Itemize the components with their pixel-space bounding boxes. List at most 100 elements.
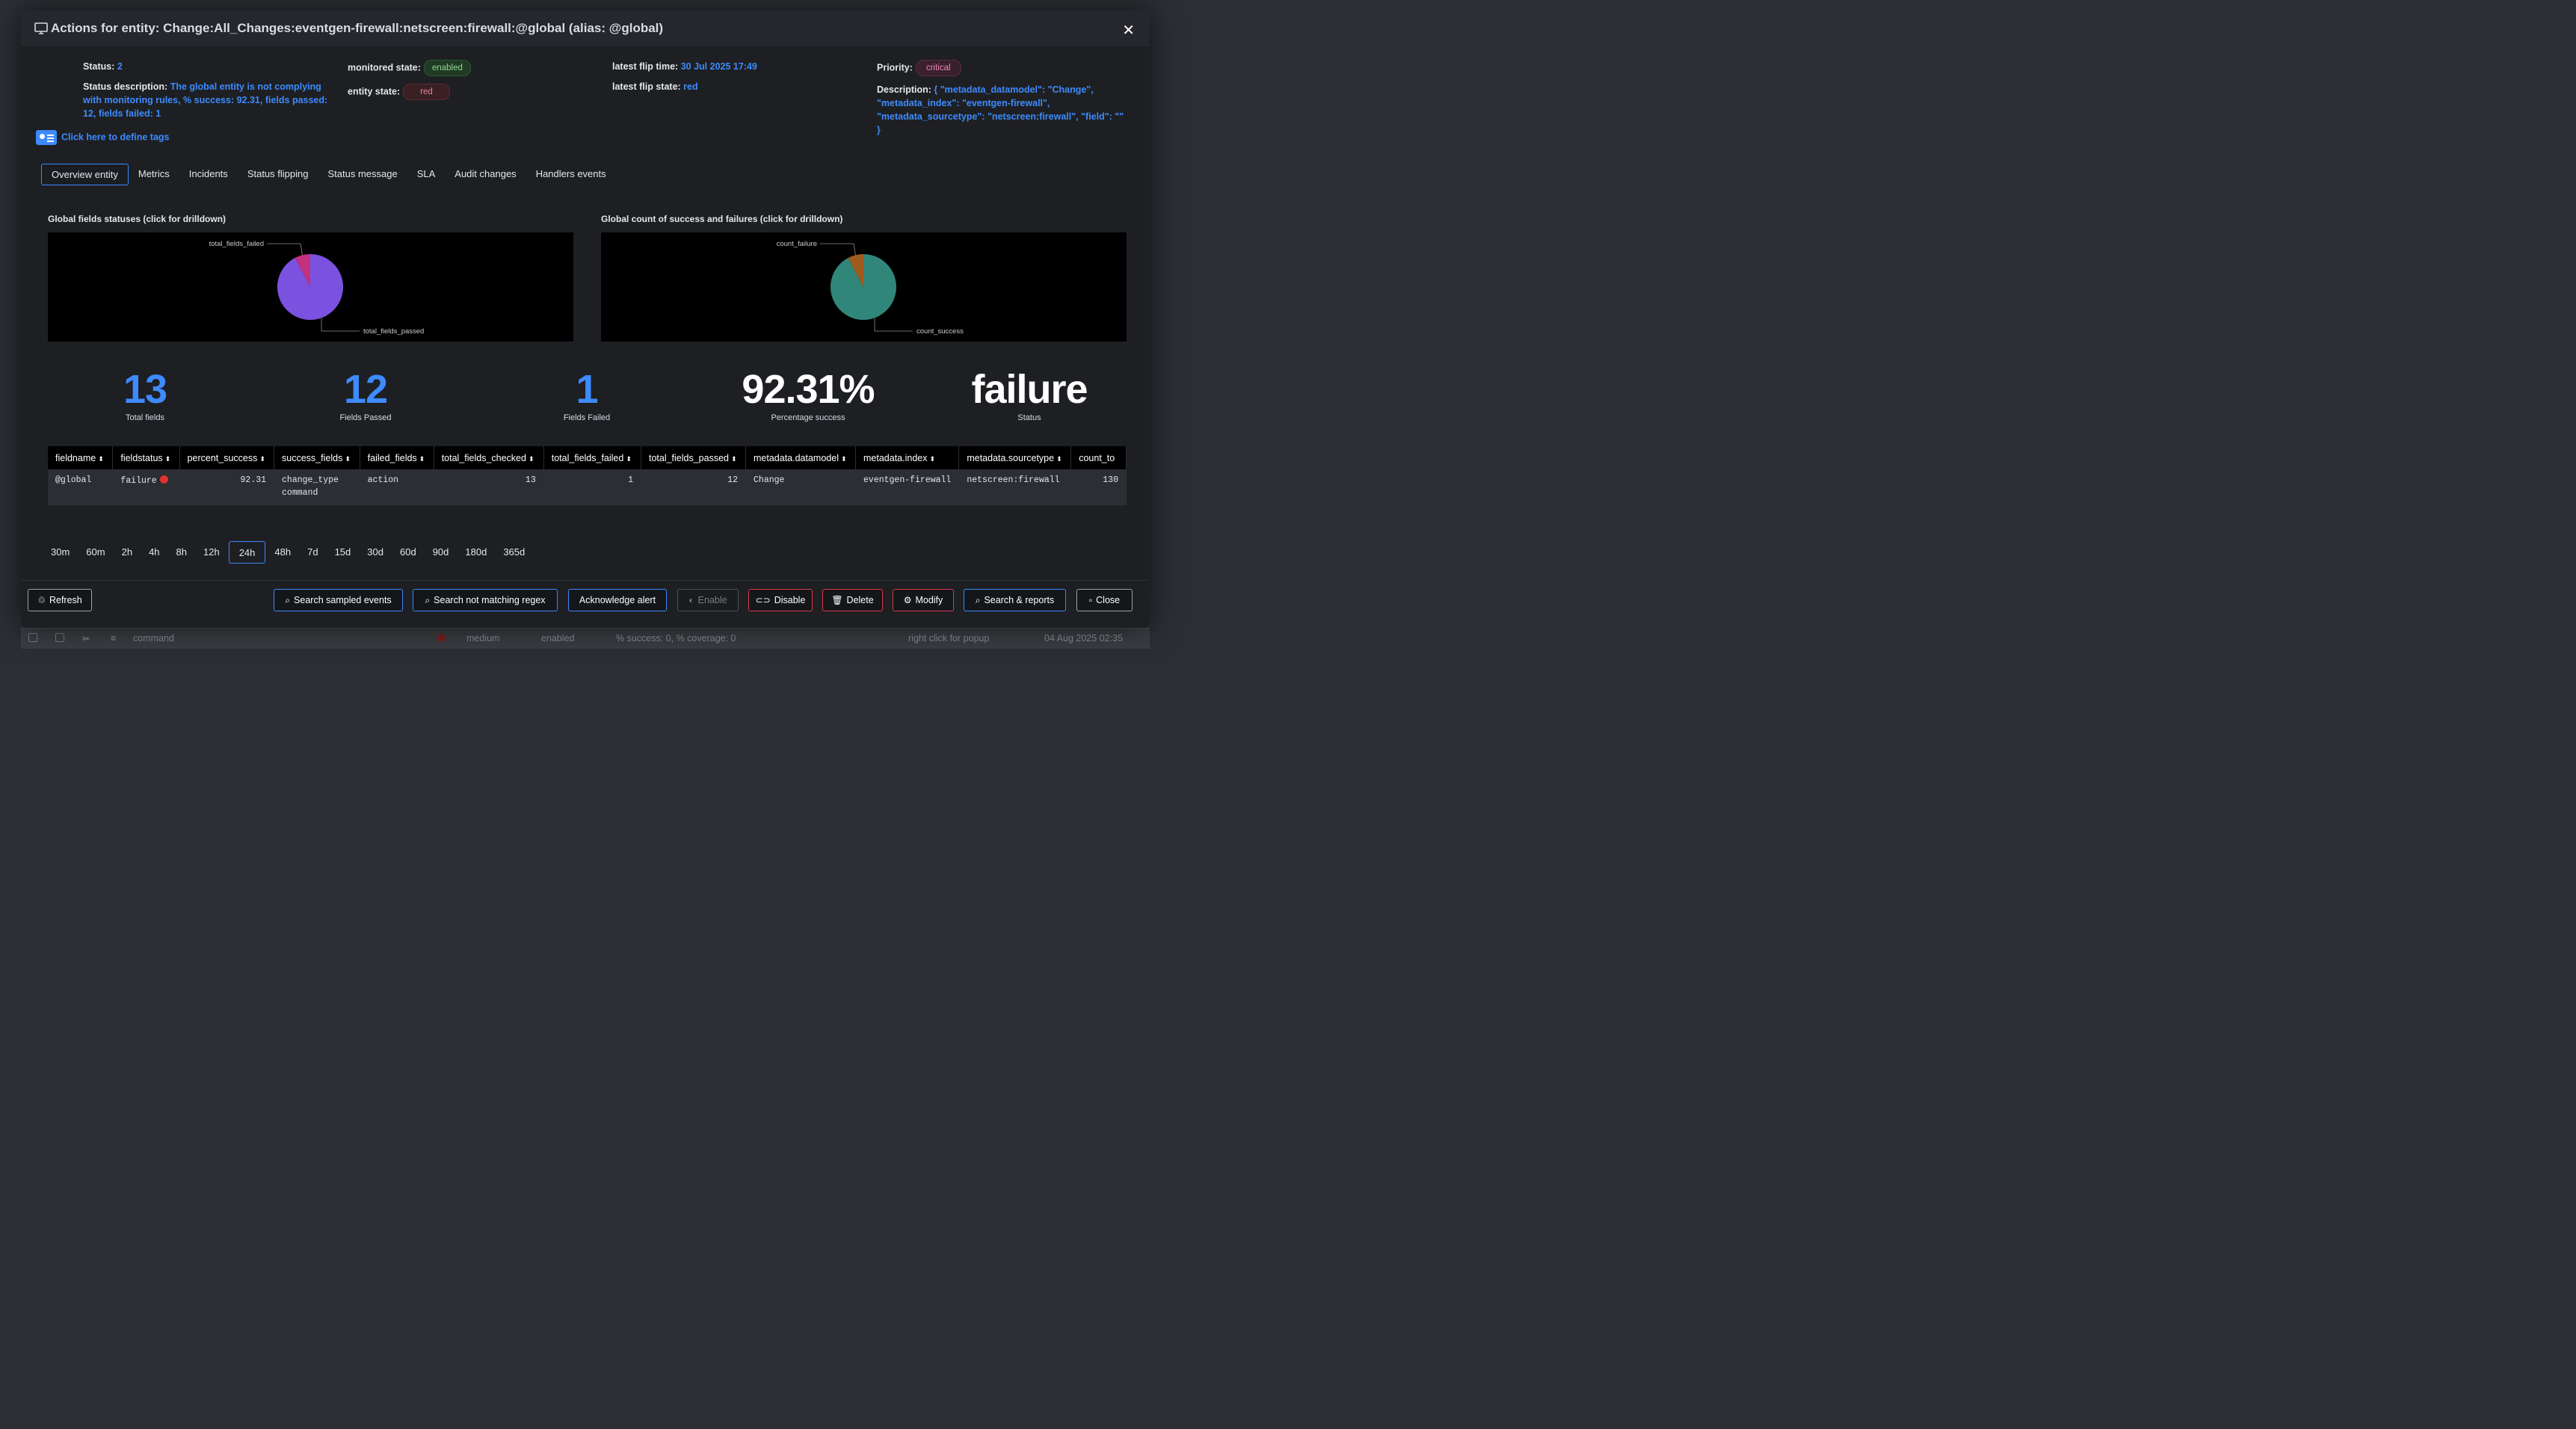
latest-flip-state-label: latest flip state: — [612, 81, 681, 92]
range-2h[interactable]: 2h — [121, 546, 133, 558]
open-icon[interactable] — [55, 633, 64, 644]
fields-pie-leader-line-failed — [267, 243, 303, 256]
row-status-dot — [437, 634, 446, 642]
column-header-metadata-index[interactable]: metadata.index ⬍ — [855, 446, 960, 469]
column-header-count-total[interactable]: count_to — [1070, 446, 1127, 469]
entity-actions-modal: Actions for entity: Change:All_Changes:e… — [21, 10, 1150, 628]
range-60d[interactable]: 60d — [399, 546, 416, 558]
range-15d[interactable]: 15d — [334, 546, 351, 558]
tab-sla[interactable]: SLA — [416, 168, 436, 179]
range-7d[interactable]: 7d — [307, 546, 318, 558]
close-icon[interactable]: ✕ — [1122, 22, 1135, 39]
fields-pie-leader-line-passed — [321, 318, 360, 332]
range-12h[interactable]: 12h — [203, 546, 220, 558]
column-header-total-fields-checked[interactable]: total_fields_checked ⬍ — [434, 446, 544, 469]
kpi-total-fields: 13 Total fields — [63, 367, 227, 422]
tab-status-message[interactable]: Status message — [327, 168, 398, 179]
column-header-metadata-sourcetype[interactable]: metadata.sourcetype ⬍ — [958, 446, 1072, 469]
kpi-fields-passed: 12 Fields Passed — [283, 367, 448, 422]
fields-pie-label-passed: total_fields_passed — [363, 327, 424, 336]
delete-button[interactable]: 🗑 Delete — [822, 589, 883, 611]
kpi-fields-failed-label: Fields Failed — [563, 413, 611, 422]
column-header-failed-fields[interactable]: failed_fields ⬍ — [360, 446, 434, 469]
row-status-text: % success: 0, % coverage: 0 — [616, 633, 736, 643]
tab-status-flipping[interactable]: Status flipping — [247, 168, 309, 179]
range-30d[interactable]: 30d — [367, 546, 383, 558]
latest-flip-time-label: latest flip time: — [612, 61, 679, 72]
description-value: { "metadata_datamodel": "Change", "metad… — [877, 84, 1124, 135]
tab-overview-entity[interactable]: Overview entity — [41, 164, 129, 185]
kpi-fields-failed-value: 1 — [576, 367, 598, 412]
tools-icon[interactable]: ✂ — [82, 634, 90, 644]
count-pie-label-passed: count_success — [916, 327, 964, 336]
disable-button[interactable]: ⊂⊃ Disable — [748, 589, 813, 611]
kpi-percentage-success: 92.31% Percentage success — [726, 367, 890, 422]
range-90d[interactable]: 90d — [432, 546, 449, 558]
status-block: Status: 2 Status description: The global… — [83, 60, 341, 120]
column-header-success-fields[interactable]: success_fields ⬍ — [274, 446, 360, 469]
count-pie-slice-count_failure[interactable] — [848, 254, 863, 287]
column-header-fieldstatus[interactable]: fieldstatus ⬍ — [112, 446, 180, 469]
range-180d[interactable]: 180d — [465, 546, 487, 558]
latest-flip-time-value: 30 Jul 2025 17:49 — [680, 61, 757, 72]
search-icon: ⌕ — [425, 594, 431, 605]
range-60m[interactable]: 60m — [86, 546, 105, 558]
range-8h[interactable]: 8h — [176, 546, 187, 558]
time-range-selector: 30m 60m 2h 4h 8h 12h 24h 48h 7d 15d 30d … — [43, 541, 534, 564]
cell-total-fields-failed: 1 — [543, 469, 641, 505]
tab-handlers-events[interactable]: Handlers events — [535, 168, 606, 179]
count-pie-leader-line-passed — [874, 318, 913, 332]
refresh-button[interactable]: ♲ Refresh — [28, 589, 92, 611]
table-header-row: fieldname ⬍ fieldstatus ⬍ percent_success ⬍… — [48, 446, 1127, 469]
priority-badge: critical — [915, 60, 961, 76]
column-header-fieldname[interactable]: fieldname ⬍ — [48, 446, 114, 469]
kpi-status-label: Status — [1017, 413, 1041, 422]
database-icon[interactable]: ≡ — [111, 633, 117, 643]
flip-block: latest flip time: 30 Jul 2025 17:49 late… — [612, 60, 757, 93]
range-365d[interactable]: 365d — [503, 546, 526, 558]
enable-button[interactable]: ◐ Enable — [677, 589, 739, 611]
search-and-reports-button[interactable]: ⌕ Search & reports — [964, 589, 1066, 611]
acknowledge-alert-button[interactable]: Acknowledge alert — [568, 589, 667, 611]
kpi-total-fields-value: 13 — [123, 367, 167, 412]
kpi-fields-passed-value: 12 — [343, 367, 388, 412]
search-not-matching-regex-button[interactable]: ⌕ Search not matching regex — [413, 589, 558, 611]
priority-block: Priority: critical Description: { "metada… — [877, 60, 1127, 137]
tab-metrics[interactable]: Metrics — [138, 168, 170, 179]
entity-fields-table[interactable]: fieldname ⬍ fieldstatus ⬍ percent_success ⬍… — [48, 446, 1127, 505]
background-table-row: ✂ ≡ command medium enabled % success: 0,… — [21, 628, 1150, 649]
recycle-icon: ♲ — [37, 595, 46, 605]
row-time: 04 Aug 2025 02:35 — [1044, 633, 1123, 643]
close-button[interactable]: ▫ Close — [1076, 589, 1133, 611]
fields-pie-label-failed: total_fields_failed — [209, 240, 264, 248]
kpi-status: failure Status — [947, 367, 1112, 422]
fields-status-chart[interactable]: total_fields_failed total_fields_passed — [48, 232, 573, 342]
range-24h[interactable]: 24h — [228, 541, 266, 564]
status-description-value: The global entity is not complying with … — [83, 81, 328, 119]
range-4h[interactable]: 4h — [149, 546, 160, 558]
modal-footer: ♲ Refresh ⌕ Search sampled events ⌕ Search … — [21, 580, 1150, 628]
search-sampled-events-button[interactable]: ⌕ Search sampled events — [274, 589, 403, 611]
kpi-total-fields-label: Total fields — [126, 413, 164, 422]
toggle-off-icon: ⊂⊃ — [755, 595, 771, 605]
column-header-total-fields-passed[interactable]: total_fields_passed ⬍ — [641, 446, 747, 469]
fields-pie-slice-total_fields_failed[interactable] — [295, 254, 310, 287]
cell-metadata-sourcetype: netscreen:firewall — [958, 469, 1072, 505]
row-checkbox[interactable] — [28, 633, 37, 644]
define-tags-link[interactable]: Click here to define tags — [36, 130, 169, 145]
monitored-state-label: monitored state: — [348, 62, 421, 73]
tab-audit-changes[interactable]: Audit changes — [455, 168, 517, 179]
range-30m[interactable]: 30m — [51, 546, 70, 558]
cell-success-fields: change_type command — [274, 469, 360, 505]
success-failure-chart[interactable]: count_failure count_success — [601, 232, 1127, 342]
column-header-total-fields-failed[interactable]: total_fields_failed ⬍ — [543, 446, 641, 469]
monitored-state-badge: enabled — [423, 60, 471, 76]
table-row[interactable]: @global failure 92.31 change_type command… — [48, 469, 1127, 505]
range-48h[interactable]: 48h — [274, 546, 292, 558]
modify-button[interactable]: ⚙ Modify — [893, 589, 954, 611]
monitor-icon — [34, 22, 48, 34]
cell-metadata-index: eventgen-firewall — [855, 469, 960, 505]
tab-incidents[interactable]: Incidents — [188, 168, 228, 179]
column-header-percent-success[interactable]: percent_success ⬍ — [179, 446, 275, 469]
column-header-metadata-datamodel[interactable]: metadata.datamodel ⬍ — [745, 446, 857, 469]
